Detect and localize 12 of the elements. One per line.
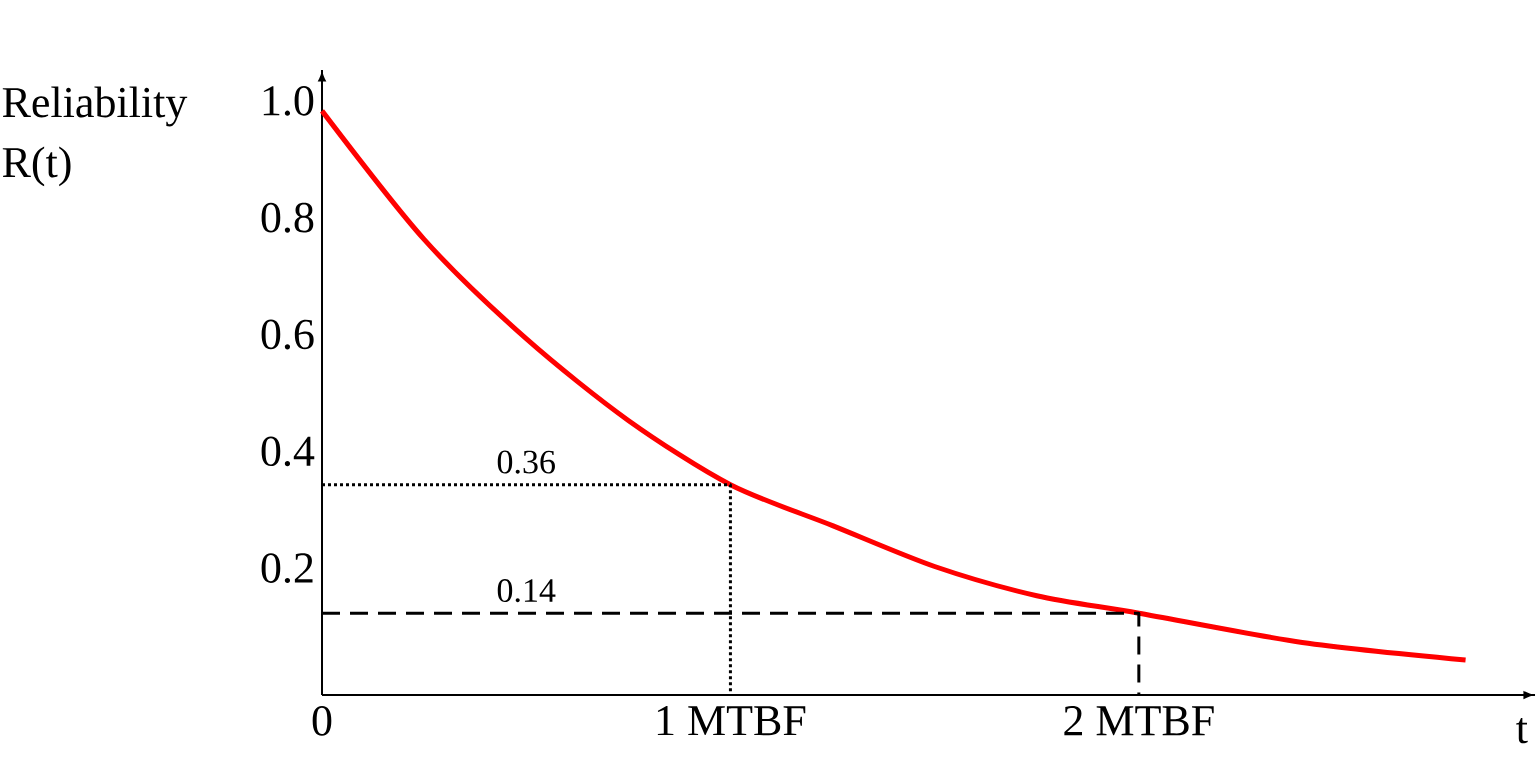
x-tick-label: 2 MTBF (1064, 706, 1214, 736)
x-tick-label: 0 (312, 706, 332, 736)
x-tick-label: 1 MTBF (657, 706, 806, 736)
annotation: 0.14 (497, 579, 556, 603)
y-tick-label: 0.4 (261, 436, 315, 467)
y-tick-label: 1.0 (263, 85, 314, 116)
y-tick-label: 0.6 (261, 319, 314, 350)
x-axis-title: t (1516, 718, 1528, 744)
y-tick-label: 0.2 (261, 553, 313, 584)
annotation: 0.36 (497, 450, 555, 474)
y-axis-title: Reliability R(t) (2, 86, 188, 187)
y-tick-label: 0.8 (261, 202, 314, 233)
